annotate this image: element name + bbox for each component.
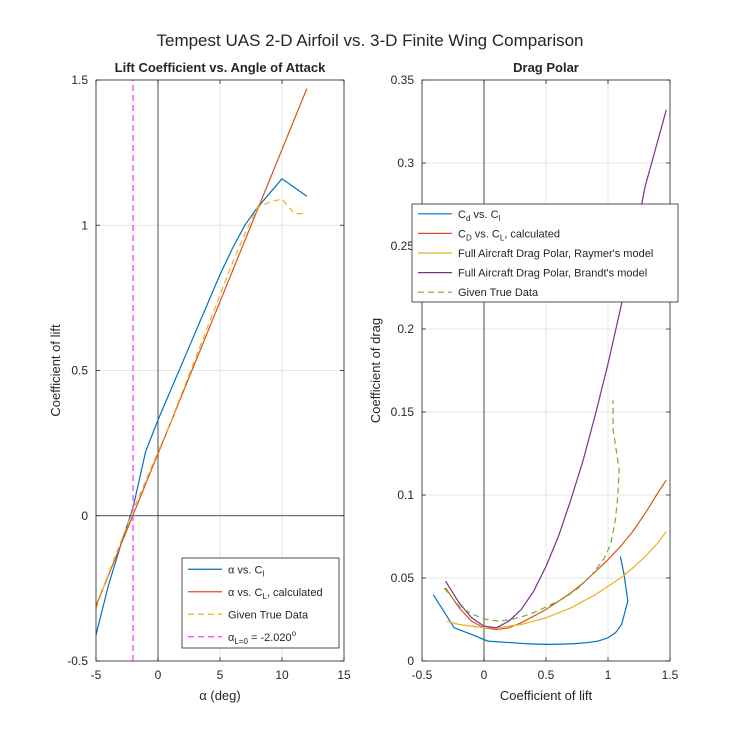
y-tick-label: 0.1 xyxy=(397,488,414,502)
legend-entry: α vs. CL, calculated xyxy=(228,587,323,601)
lift-curve-plot: -5 0 5 10 15 -0.5 0 0.5 1 1.5 Lift Coefficient vs.… xyxy=(48,60,351,703)
x-axis-label: α (deg) xyxy=(199,688,240,703)
legend-entry: Given True Data xyxy=(458,287,539,299)
x-tick-label: 1.5 xyxy=(662,668,679,682)
y-tick-label: -0.5 xyxy=(67,654,88,668)
legend: Cd vs. Cl CD vs. CL, calculated Full Aircr… xyxy=(411,203,679,303)
series-line-4 xyxy=(443,400,620,622)
y-tick-label: 0 xyxy=(81,509,88,523)
series-line-1 xyxy=(96,88,308,607)
y-tick-label: 0.05 xyxy=(391,571,415,585)
x-tick-label: 5 xyxy=(217,668,224,682)
plot-title: Drag Polar xyxy=(513,60,579,75)
y-tick-label: 0.2 xyxy=(397,322,414,336)
x-tick-label: -5 xyxy=(91,668,102,682)
x-tick-label: 1 xyxy=(605,668,612,682)
x-tick-label: 10 xyxy=(275,668,289,682)
legend-entry: α vs. Cl xyxy=(228,564,264,578)
series-line-1 xyxy=(445,479,667,631)
legend: α vs. Cl α vs. CL, calculated Given True D… xyxy=(181,557,340,649)
y-tick-label: 1.5 xyxy=(71,73,88,87)
series-line-0 xyxy=(96,177,308,636)
drag-polar-plot: -0.5 0 0.5 1 1.500.050.10.150.20.250.30.35Dr… xyxy=(368,60,679,703)
x-tick-label: 0 xyxy=(155,668,162,682)
legend-entry: Cd vs. Cl xyxy=(458,209,501,223)
legend-entry: Full Aircraft Drag Polar, Raymer's model xyxy=(458,248,653,260)
x-tick-label: 0.5 xyxy=(538,668,555,682)
y-tick-label: 0.5 xyxy=(71,364,88,378)
series-line-0 xyxy=(432,556,629,646)
y-tick-label: 0 xyxy=(407,654,414,668)
legend-entry: Full Aircraft Drag Polar, Brandt's model xyxy=(458,268,647,280)
y-tick-label: 0.35 xyxy=(391,73,415,87)
legend-entry: CD vs. CL, calculated xyxy=(458,228,560,242)
x-tick-label: 15 xyxy=(337,668,351,682)
y-axis-label: Coefficient of lift xyxy=(48,324,63,417)
y-axis-label: Coefficient of drag xyxy=(368,318,383,423)
x-tick-label: 0 xyxy=(481,668,488,682)
series-line-2 xyxy=(446,531,667,629)
x-axis-label: Coefficient of lift xyxy=(500,688,593,703)
y-tick-label: 0.3 xyxy=(397,156,414,170)
legend-box xyxy=(411,203,679,303)
plot-title: Lift Coefficient vs. Angle of Attack xyxy=(115,60,326,75)
legend-box xyxy=(181,557,340,649)
y-tick-label: 0.15 xyxy=(391,405,415,419)
y-tick-label: 1 xyxy=(81,218,88,232)
figure-title: Tempest UAS 2-D Airfoil vs. 3-D Finite W… xyxy=(156,31,583,50)
series-line-3 xyxy=(445,109,667,629)
legend-entry: Given True Data xyxy=(228,609,309,621)
legend-entry: αL=0 = -2.020o xyxy=(228,629,297,646)
series-line-2 xyxy=(96,198,307,609)
y-tick-label: 0.25 xyxy=(391,239,415,253)
x-tick-label: -0.5 xyxy=(412,668,433,682)
